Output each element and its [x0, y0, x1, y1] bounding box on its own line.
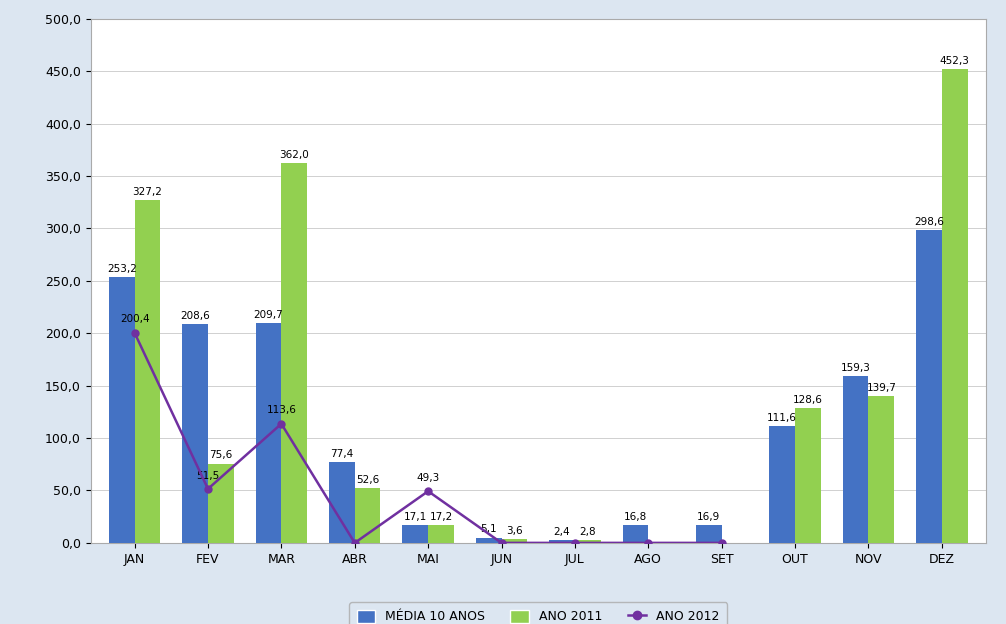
Text: 49,3: 49,3 — [416, 473, 440, 483]
Bar — [208, 464, 233, 543]
Text: 327,2: 327,2 — [133, 187, 162, 197]
Bar — [916, 230, 942, 543]
Text: 208,6: 208,6 — [180, 311, 210, 321]
Text: 52,6: 52,6 — [356, 475, 379, 485]
Text: 17,2: 17,2 — [430, 512, 453, 522]
Text: 452,3: 452,3 — [940, 56, 970, 66]
Text: 3,6: 3,6 — [506, 526, 523, 536]
Bar — [770, 426, 795, 543]
Bar — [502, 539, 527, 543]
Text: 113,6: 113,6 — [267, 406, 297, 416]
Text: 75,6: 75,6 — [209, 451, 232, 461]
Text: 253,2: 253,2 — [107, 265, 137, 275]
Text: 77,4: 77,4 — [330, 449, 353, 459]
Text: 159,3: 159,3 — [841, 363, 870, 373]
Text: 2,8: 2,8 — [579, 527, 597, 537]
Bar — [109, 278, 135, 543]
Text: 111,6: 111,6 — [768, 412, 797, 422]
Text: 209,7: 209,7 — [254, 310, 284, 320]
Bar — [355, 488, 380, 543]
Text: 298,6: 298,6 — [914, 217, 944, 227]
Legend: MÉDIA 10 ANOS, ANO 2011, ANO 2012: MÉDIA 10 ANOS, ANO 2011, ANO 2012 — [349, 602, 727, 624]
Bar — [574, 540, 601, 543]
Bar — [282, 163, 307, 543]
Bar — [942, 69, 968, 543]
Text: 16,9: 16,9 — [697, 512, 720, 522]
Text: 128,6: 128,6 — [793, 395, 823, 405]
Bar — [182, 324, 208, 543]
Text: 362,0: 362,0 — [280, 150, 309, 160]
Bar — [256, 323, 282, 543]
Bar — [429, 525, 454, 543]
Bar — [476, 537, 502, 543]
Bar — [329, 462, 355, 543]
Bar — [795, 408, 821, 543]
Bar — [623, 525, 648, 543]
Text: 139,7: 139,7 — [866, 383, 896, 393]
Text: 2,4: 2,4 — [553, 527, 570, 537]
Bar — [135, 200, 160, 543]
Text: 16,8: 16,8 — [624, 512, 647, 522]
Text: 17,1: 17,1 — [403, 512, 427, 522]
Text: 200,4: 200,4 — [120, 314, 149, 324]
Bar — [402, 525, 429, 543]
Text: 51,5: 51,5 — [196, 470, 219, 480]
Bar — [843, 376, 868, 543]
Bar — [549, 540, 574, 543]
Bar — [868, 396, 894, 543]
Bar — [696, 525, 721, 543]
Text: 5,1: 5,1 — [480, 524, 497, 534]
